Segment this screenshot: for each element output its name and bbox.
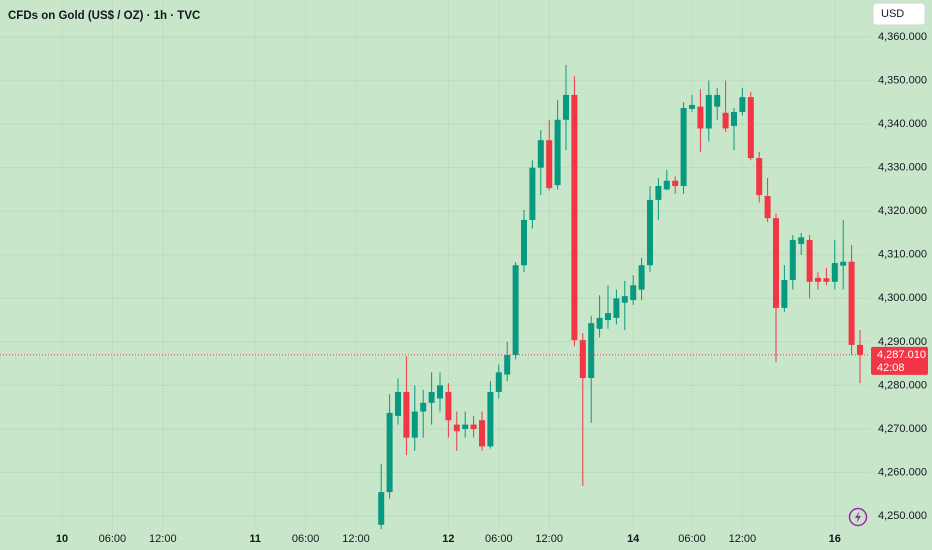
candle-body: [789, 239, 796, 281]
candle-body: [512, 265, 519, 355]
candle-body: [638, 265, 645, 290]
candle-body: [428, 391, 435, 403]
last-price-label: 4,287.010: [877, 349, 926, 361]
candle-body: [815, 277, 821, 282]
candle-body: [773, 218, 779, 308]
candle-body: [655, 185, 662, 200]
x-tick-label: 06:00: [292, 533, 320, 545]
candle-body: [806, 239, 813, 282]
candle-body: [521, 219, 527, 266]
candle-body: [495, 372, 502, 392]
candle-body: [722, 112, 729, 129]
candle-body: [395, 391, 401, 416]
candle-body: [764, 195, 771, 219]
y-tick-label: 4,340.000: [878, 118, 927, 130]
candle-body: [714, 94, 721, 107]
candle-body: [831, 263, 838, 282]
candle-body: [554, 119, 561, 186]
icon-circle[interactable]: [848, 507, 868, 527]
candle-body: [462, 424, 469, 429]
candle-body: [437, 385, 443, 399]
candles: [0, 64, 870, 530]
x-tick-label: 12:00: [535, 533, 563, 545]
candle-body: [605, 313, 611, 321]
candle-body: [647, 199, 653, 266]
x-tick-label: 06:00: [99, 533, 127, 545]
candle-body: [840, 261, 847, 266]
x-tick-label: 12:00: [342, 533, 370, 545]
candle-body: [529, 167, 536, 220]
currency-box[interactable]: [872, 2, 926, 26]
x-tick-label: 11: [249, 533, 261, 545]
candle-body: [663, 180, 670, 190]
candle-body: [848, 261, 855, 345]
candle-body: [445, 391, 452, 421]
candle-body: [689, 104, 695, 109]
y-tick-label: 4,280.000: [878, 379, 927, 391]
candle-body: [378, 492, 385, 525]
candle-body: [747, 97, 754, 159]
candle-body: [823, 278, 830, 282]
y-tick-label: 4,250.000: [878, 510, 927, 522]
candle-body: [386, 412, 393, 493]
candle-body: [571, 94, 578, 341]
candle-body: [579, 340, 586, 379]
grid: [0, 36, 870, 517]
y-tick-label: 4,270.000: [878, 423, 927, 435]
candle-body: [470, 424, 477, 429]
x-tick-label: 14: [627, 533, 640, 545]
x-tick-label: 10: [56, 533, 68, 545]
candle-body: [798, 237, 805, 244]
candle-body: [479, 420, 485, 447]
candle-body: [731, 111, 737, 126]
currency-button[interactable]: USD: [872, 2, 926, 26]
candle-body: [563, 94, 569, 120]
candle-body: [453, 424, 460, 432]
candle-body: [621, 296, 628, 303]
y-tick-label: 4,260.000: [878, 466, 927, 478]
y-tick-label: 4,330.000: [878, 162, 927, 174]
axes: 4,250.000 4,260.000 4,270.000 4,280.000 4,29…: [56, 31, 928, 545]
y-tick-label: 4,300.000: [878, 292, 927, 304]
icon-bolt[interactable]: [855, 511, 861, 523]
y-tick-label: 4,360.000: [878, 31, 927, 43]
countdown-label: 42:08: [877, 362, 905, 374]
candle-body: [630, 285, 637, 301]
candle-body: [403, 391, 410, 438]
y-tick-label: 4,290.000: [878, 336, 927, 348]
currency-label[interactable]: USD: [881, 8, 904, 20]
x-tick-label: 16: [829, 533, 841, 545]
y-tick-label: 4,310.000: [878, 249, 927, 261]
y-tick-label: 4,320.000: [878, 205, 927, 217]
x-tick-label: 12:00: [149, 533, 177, 545]
candle-body: [613, 298, 620, 318]
lightning-icon[interactable]: [848, 507, 868, 527]
x-tick-label: 06:00: [678, 533, 706, 545]
last-price-tag: [871, 346, 928, 375]
candle-body: [537, 140, 544, 168]
candle-body: [487, 391, 494, 447]
candle-body: [680, 108, 687, 186]
candle-body: [705, 94, 712, 129]
candle-body: [411, 411, 418, 438]
candle-body: [420, 402, 427, 412]
x-tick-label: 12:00: [729, 533, 757, 545]
candle-body: [756, 158, 763, 196]
y-tick-label: 4,350.000: [878, 74, 927, 86]
candle-body: [781, 280, 788, 308]
candle-body: [857, 344, 863, 355]
candle-body: [672, 180, 679, 186]
x-tick-label: 12: [442, 533, 454, 545]
candle-body: [546, 140, 553, 189]
candle-body: [697, 106, 704, 129]
candle-body: [588, 323, 595, 379]
candle-body: [739, 97, 746, 112]
candle-body: [504, 354, 511, 375]
candle-body: [596, 317, 603, 329]
chart-title: CFDs on Gold (US$ / OZ) · 1h · TVC: [8, 10, 200, 22]
x-tick-label: 06:00: [485, 533, 513, 545]
